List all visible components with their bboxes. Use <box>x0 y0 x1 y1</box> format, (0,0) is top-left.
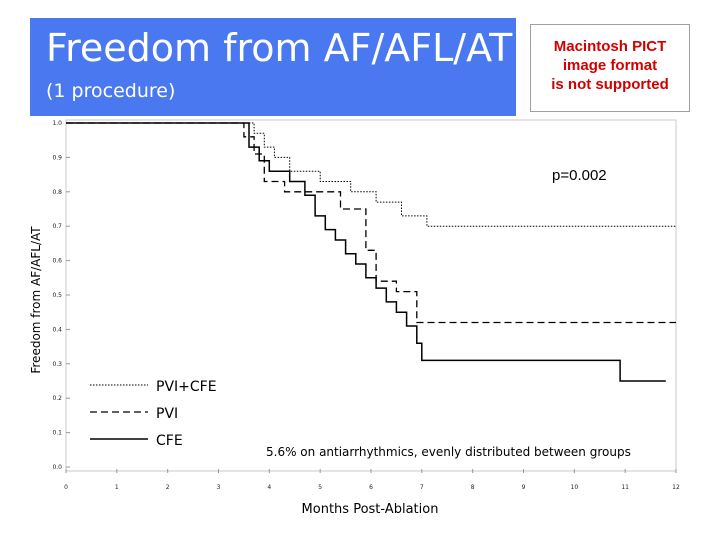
title-banner <box>30 18 516 116</box>
x-tick-label: 10 <box>571 484 579 491</box>
legend-label-pvi: PVI <box>156 406 178 422</box>
y-tick-label: 0.5 <box>52 292 62 299</box>
unsupported-image-placeholder: Macintosh PICT image format is not suppo… <box>530 24 690 112</box>
x-tick-label: 2 <box>166 484 170 491</box>
x-tick-label: 4 <box>267 484 271 491</box>
x-tick-label: 1 <box>115 484 119 491</box>
series-line-pvi <box>66 122 676 324</box>
legend: PVI+CFE PVI CFE <box>90 379 217 449</box>
y-tick-label: 1.0 <box>52 120 62 127</box>
y-tick-label: 0.8 <box>52 189 62 196</box>
x-tick-label: 0 <box>64 484 68 491</box>
legend-label-cfe: CFE <box>156 433 183 449</box>
x-tick-label: 7 <box>420 484 424 491</box>
y-tick-label: 0.0 <box>52 464 62 471</box>
y-tick-label: 0.2 <box>52 395 62 402</box>
y-tick-label: 0.4 <box>52 326 62 333</box>
legend-label-pvi-cfe: PVI+CFE <box>156 379 217 395</box>
y-tick-label: 0.6 <box>52 258 62 265</box>
x-tick-label: 9 <box>522 484 526 491</box>
placeholder-line-1: Macintosh PICT <box>553 38 667 55</box>
series-line-cfe <box>66 122 666 382</box>
placeholder-line-2: image format <box>562 57 658 74</box>
placeholder-line-3: is not supported <box>551 76 669 93</box>
x-tick-label: 5 <box>318 484 322 491</box>
p-value-annotation: p=0.002 <box>552 167 607 184</box>
y-tick-label: 0.7 <box>52 223 62 230</box>
y-tick-label: 0.9 <box>52 154 62 161</box>
x-tick-label: 6 <box>369 484 373 491</box>
x-axis-ticks: 0 1 2 3 4 5 6 7 8 9 10 11 12 <box>64 469 680 491</box>
x-tick-label: 3 <box>217 484 221 491</box>
placeholder-text: Macintosh PICT image format is not suppo… <box>531 37 689 94</box>
slide-subtitle: (1 procedure) <box>46 80 176 102</box>
x-tick-label: 11 <box>621 484 629 491</box>
series-layer <box>66 122 676 382</box>
y-tick-label: 0.3 <box>52 361 62 368</box>
slide-title: Freedom from AF/AFL/AT <box>46 26 513 70</box>
antiarrhythmics-note: 5.6% on antiarrhythmics, evenly distribu… <box>266 445 631 459</box>
series-line-pvi-cfe <box>66 122 676 227</box>
x-tick-label: 8 <box>471 484 475 491</box>
y-tick-label: 0.1 <box>52 430 62 437</box>
x-tick-label: 12 <box>672 484 680 491</box>
y-axis-ticks: 0.0 0.1 0.2 0.3 0.4 0.5 0.6 0.7 0.8 0.9 1.0 <box>52 120 70 471</box>
x-axis-label: Months Post-Ablation <box>301 502 439 517</box>
